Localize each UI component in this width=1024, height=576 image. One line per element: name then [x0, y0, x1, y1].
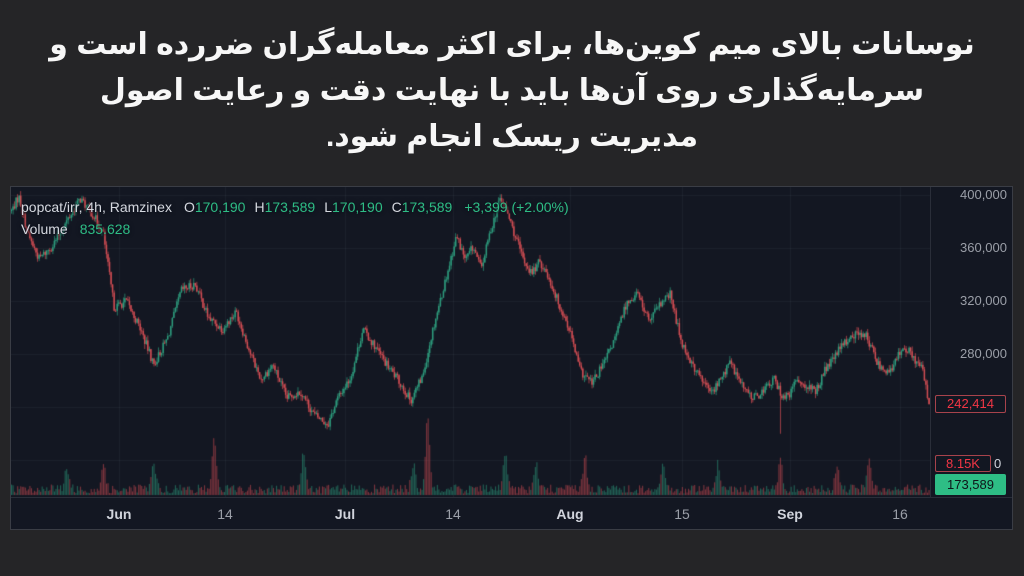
ohlc-open-label: O [183, 199, 195, 215]
price-tick-label: 280,000 [960, 346, 1007, 361]
change-value: +3,399 (+2.00%) [464, 199, 569, 215]
time-tick-label: Sep [777, 506, 803, 522]
time-tick-label: 14 [217, 506, 233, 522]
caption-line-1: نوسانات بالای میم کوین‌ها، برای اکثر معا… [49, 28, 975, 61]
chart-legend: popcat/irr, 4h, Ramzinex O170,190 H173,589… [21, 196, 569, 240]
ohlc-high-label: H [254, 199, 265, 215]
time-tick-label: Aug [556, 506, 584, 522]
ohlc-legend-row: popcat/irr, 4h, Ramzinex O170,190 H173,589… [21, 196, 569, 218]
candlestick-canvas[interactable] [11, 187, 930, 497]
time-axis[interactable]: Jun 14 Jul 14 Aug 15 Sep 16 [11, 497, 1012, 529]
time-tick-label: Jun [106, 506, 132, 522]
ohlc-close-value: 173,589 [401, 199, 453, 215]
price-tick-label: 320,000 [960, 293, 1007, 308]
last-volume-label: 8.15K [935, 455, 991, 472]
caption-line-2: سرمایه‌گذاری روی آن‌ها باید با نهایت دقت… [99, 74, 925, 107]
chart-panel: popcat/irr, 4h, Ramzinex O170,190 H173,589… [10, 186, 1013, 530]
time-tick-label: 16 [892, 506, 908, 522]
caption-line-3: مدیریت ریسک انجام شود. [325, 120, 699, 153]
time-tick-label: 14 [445, 506, 461, 522]
last-price-label: 242,414 [935, 395, 1006, 413]
symbol-title[interactable]: popcat/irr, 4h, Ramzinex [21, 199, 172, 215]
price-tick-label: 400,000 [960, 187, 1007, 202]
ohlc-open-value: 170,190 [194, 199, 246, 215]
ohlc-close-label: C [391, 199, 402, 215]
volume-legend-row: Volume 835.628 [21, 218, 569, 240]
price-axis[interactable]: 400,000 360,000 320,000 280,000 242,414 8.1… [930, 187, 1012, 497]
close-price-label: 173,589 [935, 474, 1006, 495]
time-tick-label: 15 [674, 506, 690, 522]
time-tick-label: Jul [334, 506, 356, 522]
ohlc-low-value: 170,190 [332, 199, 383, 215]
ohlc-high-value: 173,589 [264, 199, 316, 215]
ohlc-low-label: L [324, 199, 332, 215]
volume-zero-label: 0 [994, 456, 1002, 471]
volume-label[interactable]: Volume [21, 221, 68, 237]
caption-banner: نوسانات بالای میم کوین‌ها، برای اکثر معا… [0, 0, 1024, 186]
price-tick-label: 360,000 [960, 240, 1007, 255]
volume-value: 835.628 [79, 221, 131, 237]
